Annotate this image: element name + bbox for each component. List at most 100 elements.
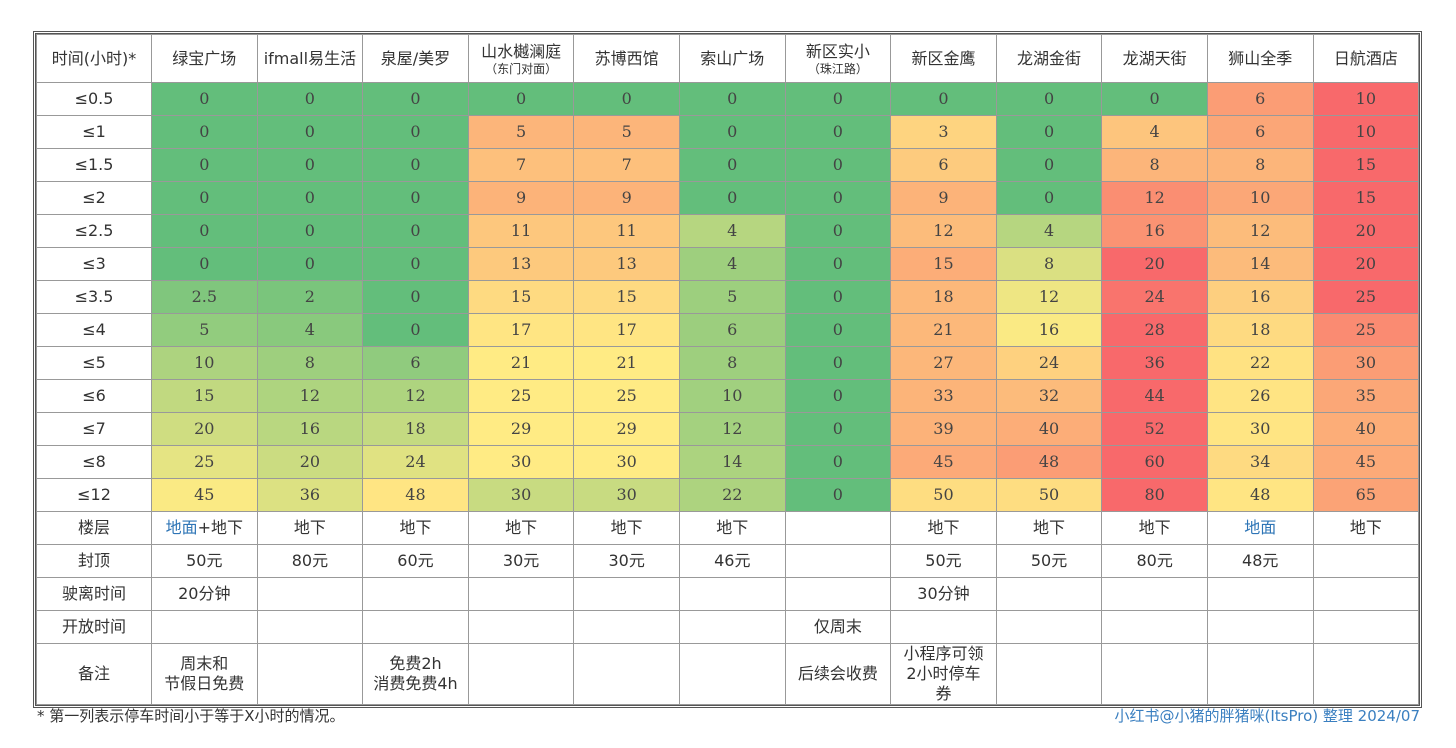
info-cell	[995, 610, 1103, 644]
info-cell	[1101, 577, 1208, 611]
value-cell: 0	[256, 214, 364, 248]
value-cell: 45	[890, 445, 997, 479]
value-cell: 44	[1101, 379, 1208, 413]
value-cell: 11	[467, 214, 575, 248]
column-name: ifmall易生活	[263, 48, 357, 68]
info-cell: 80元	[1101, 544, 1208, 578]
value-cell: 10	[1206, 181, 1314, 215]
info-line: 小程序可领	[903, 644, 984, 663]
info-cell: 30元	[573, 544, 680, 578]
row-label: ≤5	[36, 346, 152, 380]
value-cell: 0	[256, 247, 364, 281]
value-cell: 17	[467, 313, 575, 347]
value-cell: 25	[151, 445, 258, 479]
value-cell: 4	[1101, 115, 1208, 149]
value-cell: 48	[1206, 478, 1314, 512]
value-cell: 22	[678, 478, 786, 512]
info-cell: 地下	[890, 511, 997, 545]
column-sub: （东门对面）	[485, 61, 558, 76]
info-cell	[678, 643, 786, 705]
value-cell: 8	[256, 346, 364, 380]
value-cell: 2	[256, 280, 364, 314]
info-cell: 50元	[995, 544, 1103, 578]
info-cell	[890, 610, 997, 644]
column-sub: （珠江路）	[807, 61, 868, 76]
info-cell	[784, 577, 892, 611]
info-row: 封顶 50元 80元 60元 30元 30元 46元 50元 50元 80元 48元	[36, 544, 1420, 578]
value-cell: 9	[890, 181, 997, 215]
value-cell: 16	[1101, 214, 1208, 248]
value-cell: 20	[1101, 247, 1208, 281]
value-cell: 30	[573, 445, 680, 479]
value-cell: 0	[151, 181, 258, 215]
value-cell: 11	[573, 214, 680, 248]
value-cell: 15	[890, 247, 997, 281]
value-cell: 0	[1101, 82, 1208, 116]
value-cell: 34	[1206, 445, 1314, 479]
value-cell: 18	[890, 280, 997, 314]
value-cell: 15	[573, 280, 680, 314]
info-cell	[995, 643, 1103, 705]
value-cell: 0	[784, 247, 892, 281]
column-name: 日航酒店	[1333, 48, 1398, 68]
value-cell: 36	[256, 478, 364, 512]
data-row: ≤4 5 4 0 17 17 6 0 21 16 28 18 25	[36, 313, 1420, 347]
row-label: ≤12	[36, 478, 152, 512]
row-label: 备注	[36, 643, 152, 705]
value-cell: 0	[784, 115, 892, 149]
value-cell: 24	[362, 445, 469, 479]
value-cell: 0	[151, 82, 258, 116]
column-name: 龙湖金街	[1017, 48, 1082, 68]
column-name: 龙湖天街	[1122, 48, 1187, 68]
value-cell: 13	[467, 247, 575, 281]
value-cell: 16	[256, 412, 364, 446]
value-cell: 65	[1312, 478, 1420, 512]
value-cell: 0	[151, 115, 258, 149]
info-cell	[1101, 643, 1208, 705]
value-cell: 6	[1206, 82, 1314, 116]
value-cell: 15	[151, 379, 258, 413]
info-cell: 地面	[1206, 511, 1314, 545]
info-part: 地面	[1244, 518, 1277, 537]
data-row: ≤12 45 36 48 30 30 22 0 50 50 80 48 65	[36, 478, 1420, 512]
footnote: * 第一列表示停车时间小于等于X小时的情况。	[37, 707, 345, 725]
value-cell: 30	[467, 478, 575, 512]
row-label: ≤3.5	[36, 280, 152, 314]
value-cell: 45	[1312, 445, 1420, 479]
value-cell: 9	[573, 181, 680, 215]
value-cell: 28	[1101, 313, 1208, 347]
info-cell: 46元	[678, 544, 786, 578]
value-cell: 12	[362, 379, 469, 413]
value-cell: 0	[256, 148, 364, 182]
value-cell: 48	[362, 478, 469, 512]
info-cell	[256, 577, 364, 611]
value-cell: 0	[784, 379, 892, 413]
info-cell	[1206, 643, 1314, 705]
value-cell: 5	[573, 115, 680, 149]
value-cell: 16	[1206, 280, 1314, 314]
value-cell: 25	[467, 379, 575, 413]
parking-table: 时间(小时)* 绿宝广场 ifmall易生活 泉屋/美罗 山水樾澜庭 （东门对面） 苏博西馆…	[36, 34, 1420, 705]
value-cell: 0	[362, 115, 469, 149]
value-cell: 48	[995, 445, 1103, 479]
info-line: 周末和	[180, 654, 229, 673]
value-cell: 50	[995, 478, 1103, 512]
value-cell: 6	[678, 313, 786, 347]
value-cell: 15	[467, 280, 575, 314]
header-cell: 绿宝广场	[151, 34, 258, 83]
value-cell: 5	[678, 280, 786, 314]
row-label: 楼层	[36, 511, 152, 545]
value-cell: 20	[1312, 247, 1420, 281]
value-cell: 6	[1206, 115, 1314, 149]
value-cell: 6	[890, 148, 997, 182]
row-label: ≤8	[36, 445, 152, 479]
value-cell: 26	[1206, 379, 1314, 413]
info-cell	[467, 577, 575, 611]
value-cell: 36	[1101, 346, 1208, 380]
info-cell	[1312, 544, 1420, 578]
value-cell: 7	[573, 148, 680, 182]
info-cell	[467, 610, 575, 644]
value-cell: 33	[890, 379, 997, 413]
header-row: 时间(小时)* 绿宝广场 ifmall易生活 泉屋/美罗 山水樾澜庭 （东门对面） 苏博西馆…	[36, 34, 1420, 83]
data-row: ≤7 20 16 18 29 29 12 0 39 40 52 30 40	[36, 412, 1420, 446]
